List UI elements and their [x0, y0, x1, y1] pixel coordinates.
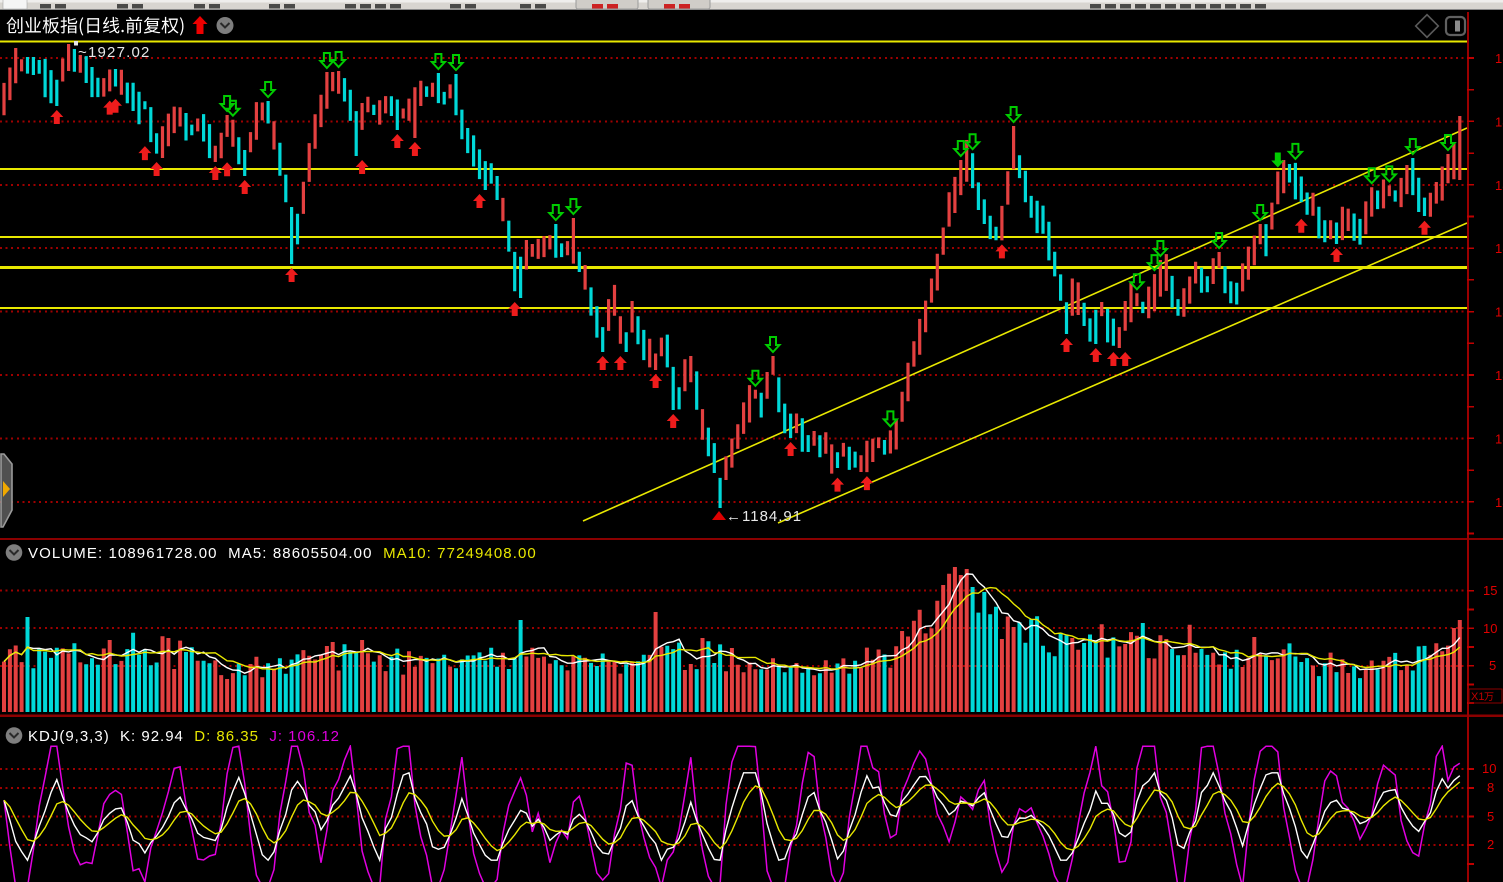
svg-text:18: 18 [1495, 51, 1503, 66]
svg-text:X1: X1 [1471, 691, 1484, 703]
svg-text:←1184.91: ←1184.91 [726, 508, 802, 525]
svg-text:VOLUME: 108961728.00 MA5: 886: VOLUME: 108961728.00 MA5: 88605504.00 MA… [28, 545, 537, 562]
svg-text:18: 18 [1495, 431, 1503, 446]
svg-text:18: 18 [1495, 495, 1503, 510]
svg-text:8: 8 [1487, 780, 1494, 795]
svg-text:18: 18 [1495, 305, 1503, 320]
svg-text:2: 2 [1487, 837, 1494, 852]
svg-text:10: 10 [1482, 761, 1496, 776]
svg-text:5: 5 [1489, 658, 1496, 673]
svg-text:18: 18 [1495, 178, 1503, 193]
svg-text:5: 5 [1487, 809, 1494, 824]
svg-text:15: 15 [1483, 583, 1497, 598]
svg-text:18: 18 [1495, 368, 1503, 383]
svg-text:18: 18 [1495, 114, 1503, 129]
svg-text:KDJ(9,3,3) K: 92.94 D: 86.35: KDJ(9,3,3) K: 92.94 D: 86.35 J: 106.12 [28, 728, 340, 745]
svg-text:10: 10 [1483, 621, 1497, 636]
svg-text:18: 18 [1495, 241, 1503, 256]
svg-text:~1927.02: ~1927.02 [78, 44, 151, 61]
